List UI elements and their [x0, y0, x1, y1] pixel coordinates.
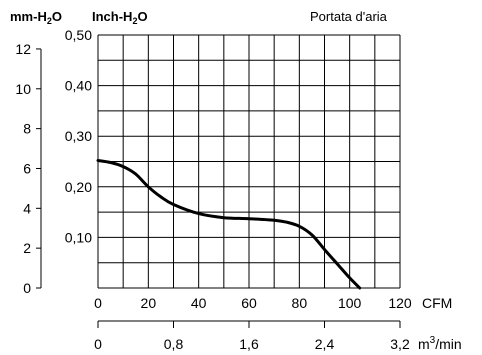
cfm-tick-label: 60	[241, 295, 257, 311]
inner-axis-unit: Inch-H2O	[92, 9, 148, 26]
m3-tick-label: 1,6	[239, 336, 259, 352]
m3-tick-label: 0,8	[164, 336, 184, 352]
mm-axis-tick-label: 10	[15, 81, 31, 97]
inch-axis-tick-label: 0,50	[65, 27, 92, 43]
m3-tick-label: 3,2	[390, 336, 410, 352]
chart-title: Portata d'aria	[310, 9, 388, 24]
mm-axis-tick-label: 12	[15, 41, 31, 57]
m3-tick-label: 0	[94, 336, 102, 352]
m3-unit-label: m3/min	[418, 335, 462, 352]
mm-axis-tick-label: 8	[23, 121, 31, 137]
mm-axis-tick-label: 6	[23, 160, 31, 176]
cfm-tick-label: 0	[94, 295, 102, 311]
inch-axis-tick-label: 0,40	[65, 78, 92, 94]
cfm-unit-label: CFM	[422, 295, 452, 311]
mm-axis-tick-label: 4	[23, 200, 31, 216]
plot-grid	[97, 34, 401, 289]
inch-h2o-tick-labels: 0,10 0,20 0,30 0,40 0,50	[65, 27, 92, 245]
mm-axis-tick-label: 2	[23, 240, 31, 256]
airflow-curve	[96, 159, 362, 290]
inch-axis-tick-label: 0,20	[65, 179, 92, 195]
m3-tick-label: 2,4	[315, 336, 335, 352]
left-axis-unit: mm-H2O	[10, 9, 62, 26]
mm-h2o-axis: 0 2 4 6 8 10 12	[15, 41, 42, 296]
cfm-tick-label: 80	[292, 295, 308, 311]
cfm-tick-label: 20	[141, 295, 157, 311]
cfm-tick-label: 120	[388, 295, 412, 311]
m3-per-min-axis: 0 0,8 1,6 2,4 3,2	[94, 320, 410, 352]
mm-axis-tick-label: 0	[23, 280, 31, 296]
inch-axis-tick-label: 0,30	[65, 128, 92, 144]
cfm-tick-label: 100	[338, 295, 362, 311]
cfm-tick-label: 40	[191, 295, 207, 311]
cfm-axis: 0 20 40 60 80 100 120	[94, 295, 412, 311]
inch-axis-tick-label: 0,10	[65, 229, 92, 245]
